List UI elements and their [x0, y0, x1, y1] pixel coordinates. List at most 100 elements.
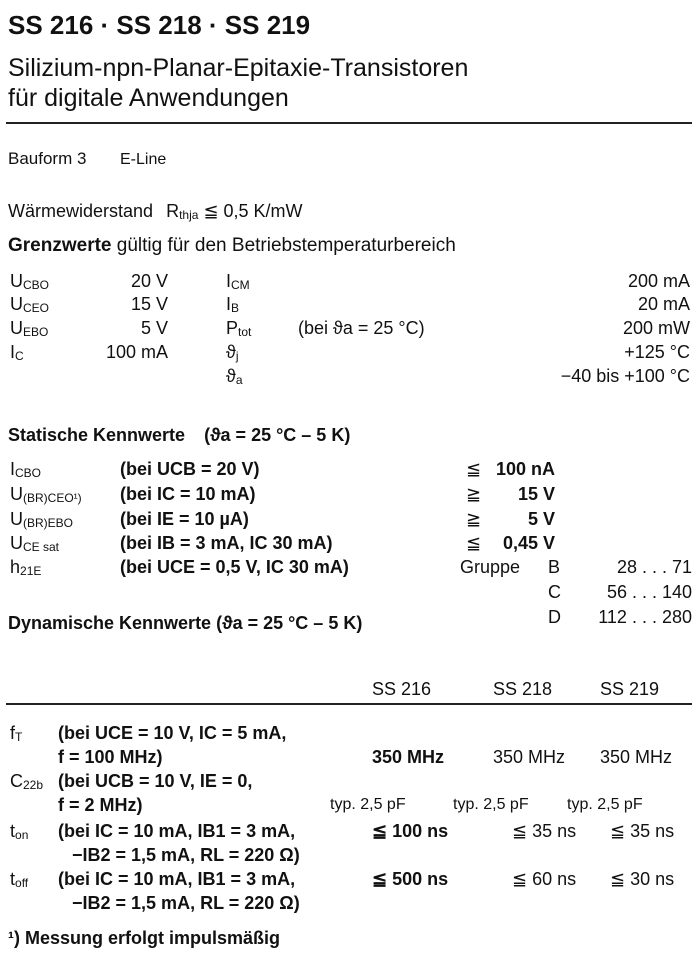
heading-bold: Statische Kennwerte	[8, 425, 186, 445]
static-relation: ≦	[466, 533, 482, 553]
thermal-symbol: R	[166, 201, 180, 221]
limit-value: 15 V	[130, 294, 168, 314]
gruppe-range: 28 . . . 71	[616, 557, 692, 577]
symbol-main: U	[10, 294, 23, 314]
limit-symbol: UEBO	[10, 317, 48, 341]
dynamic-value: typ. 2,5 pF	[330, 796, 406, 813]
limit-symbol: IC	[10, 341, 24, 365]
symbol-sub: j	[235, 349, 239, 363]
limit-value: 200 mW	[622, 318, 690, 338]
gruppe-range: 112 . . . 280	[598, 607, 692, 627]
symbol-main: I	[226, 294, 232, 314]
limit-symbol: IB	[226, 293, 239, 317]
limit-value: 200 mA	[627, 271, 690, 291]
grenzwerte-heading: Grenzwerte gültig für den Betriebstemper…	[8, 235, 456, 257]
dynamic-value: typ. 2,5 pF	[567, 796, 643, 813]
symbol-main: U	[10, 509, 23, 529]
table-divider	[6, 703, 692, 705]
limit-value: +125 °C	[624, 342, 690, 362]
limit-symbol: ϑa	[226, 365, 243, 389]
heading-bold: Dynamische Kennwerte	[8, 613, 212, 633]
limit-value: 20 V	[130, 271, 168, 291]
title: SS 216 · SS 218 · SS 219	[8, 10, 311, 40]
static-symbol: U(BR)EBO	[10, 508, 73, 532]
dynamic-value: ≦ 30 ns	[610, 869, 675, 889]
symbol-sub: C	[15, 349, 24, 363]
static-condition: (bei UCB = 20 V)	[120, 459, 260, 479]
subtitle-line-1: Silizium-npn-Planar-Epitaxie-Transistore…	[8, 54, 469, 82]
symbol-main: t	[10, 869, 16, 889]
static-symbol: h21E	[10, 556, 41, 580]
static-value: 100 nA	[495, 459, 555, 479]
static-condition: (bei IB = 3 mA, IC 30 mA)	[120, 533, 333, 553]
gruppe-letter: B	[548, 557, 561, 577]
dynamic-value: ≦ 35 ns	[512, 821, 577, 841]
limit-symbol: UCBO	[10, 270, 49, 294]
symbol-main: f	[10, 723, 16, 743]
thermal-symbol-sub: thja	[179, 208, 199, 222]
static-relation: ≧	[466, 509, 482, 529]
symbol-main: I	[10, 459, 16, 479]
symbol-main: U	[10, 484, 23, 504]
dynamic-condition-2: −IB2 = 1,5 mA, RL = 220 Ω)	[72, 845, 300, 865]
dynamic-condition-1: (bei IC = 10 mA, IB1 = 3 mA,	[58, 821, 296, 841]
heading-rest: gültig für den Betriebstemperaturbereich	[116, 235, 456, 256]
symbol-sub: (BR)EBO	[23, 516, 74, 530]
symbol-main: U	[10, 318, 23, 338]
symbol-sub: on	[15, 828, 29, 842]
symbol-sub: CM	[231, 278, 250, 292]
symbol-sub: tot	[238, 325, 252, 339]
gruppe-letter: C	[548, 582, 561, 602]
symbol-main: I	[226, 271, 232, 291]
symbol-main: ϑ	[226, 366, 236, 386]
footnote: ¹) Messung erfolgt impulsmäßig	[8, 928, 281, 948]
symbol-main: ϑ	[226, 342, 236, 362]
dynamic-symbol: C22b	[10, 770, 43, 794]
static-symbol: UCE sat	[10, 532, 59, 556]
symbol-main: U	[10, 271, 23, 291]
static-value: 15 V	[517, 484, 555, 504]
gruppe-range: 56 . . . 140	[606, 582, 692, 602]
gruppe-letter: D	[548, 607, 561, 627]
column-header-ss216: SS 216	[372, 679, 432, 699]
dynamic-symbol: ton	[10, 820, 28, 844]
subtitle-line-2: für digitale Anwendungen	[8, 84, 289, 112]
limit-value: 20 mA	[637, 294, 690, 314]
symbol-main: h	[10, 557, 21, 577]
symbol-sub: B	[231, 301, 240, 315]
limit-value: 5 V	[140, 318, 168, 338]
symbol-sub: CE sat	[23, 540, 60, 554]
bauform-label: Bauform 3	[8, 149, 87, 168]
symbol-sub: off	[15, 876, 29, 890]
static-relation: ≧	[466, 484, 482, 504]
static-symbol: U(BR)CEO¹)	[10, 483, 82, 507]
dynamic-condition-2: f = 2 MHz)	[58, 795, 143, 815]
dynamic-value: 350 MHz	[372, 747, 445, 767]
symbol-sub: T	[15, 730, 23, 744]
column-header-ss218: SS 218	[493, 679, 553, 699]
symbol-main: C	[10, 771, 23, 791]
dynamic-condition-2: f = 100 MHz)	[58, 747, 163, 767]
dynamic-condition-1: (bei UCB = 10 V, IE = 0,	[58, 771, 253, 791]
thermal-resistance: Wärmewiderstand Rthja ≦ 0,5 K/mW	[8, 200, 303, 224]
limit-symbol: Ptot	[226, 317, 251, 341]
static-condition: (bei IC = 10 mA)	[120, 484, 256, 504]
bauform-value: E-Line	[120, 151, 167, 168]
symbol-sub: CEO	[23, 301, 50, 315]
dynamic-condition-1: (bei IC = 10 mA, IB1 = 3 mA,	[58, 869, 296, 889]
static-value: 5 V	[527, 509, 555, 529]
symbol-main: I	[10, 342, 16, 362]
dynamic-condition-2: −IB2 = 1,5 mA, RL = 220 Ω)	[72, 893, 300, 913]
column-header-ss219: SS 219	[600, 679, 660, 699]
heading-bold: Grenzwerte	[8, 235, 112, 256]
symbol-sub: EBO	[23, 325, 49, 339]
statisch-heading: Statische Kennwerte (ϑa = 25 °C – 5 K)	[8, 424, 350, 446]
limit-symbol: ϑj	[226, 341, 239, 365]
static-relation: ≦	[466, 459, 482, 479]
dynamisch-heading: Dynamische Kennwerte (ϑa = 25 °C – 5 K)	[8, 612, 362, 634]
symbol-sub: a	[235, 373, 243, 387]
dynamic-condition-1: (bei UCE = 10 V, IC = 5 mA,	[58, 723, 287, 743]
thermal-label: Wärmewiderstand	[8, 201, 154, 221]
symbol-sub: CBO	[23, 278, 50, 292]
